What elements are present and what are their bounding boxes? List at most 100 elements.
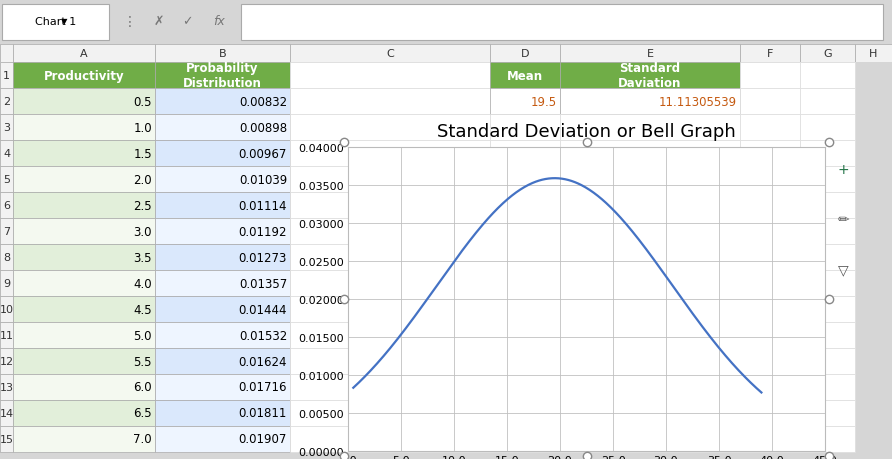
- Bar: [155, 63, 290, 89]
- Bar: [800, 45, 855, 63]
- Bar: [13, 270, 155, 297]
- Text: 13: 13: [0, 382, 13, 392]
- Bar: [13, 322, 155, 348]
- Bar: [13, 245, 155, 270]
- Bar: [0, 141, 13, 167]
- Bar: [800, 400, 855, 426]
- Bar: [13, 45, 155, 63]
- Bar: [290, 167, 490, 193]
- Bar: [155, 45, 290, 63]
- Bar: [490, 297, 560, 322]
- Bar: [740, 63, 800, 89]
- Text: 0.01039: 0.01039: [239, 173, 287, 186]
- Bar: [560, 245, 740, 270]
- Bar: [800, 374, 855, 400]
- Text: ✗: ✗: [153, 15, 164, 28]
- Text: 3.5: 3.5: [134, 251, 152, 264]
- Text: 4.0: 4.0: [134, 277, 152, 290]
- Bar: [0, 297, 13, 322]
- Bar: [0, 348, 13, 374]
- Bar: [155, 426, 290, 452]
- Bar: [0, 167, 13, 193]
- Text: ✓: ✓: [182, 15, 193, 28]
- Bar: [800, 426, 855, 452]
- Bar: [290, 115, 490, 141]
- Text: 0.00967: 0.00967: [239, 147, 287, 160]
- Bar: [560, 193, 740, 218]
- Text: Probability
Distribution: Probability Distribution: [183, 62, 262, 90]
- Text: 0.01444: 0.01444: [238, 303, 287, 316]
- Bar: [560, 426, 740, 452]
- Bar: [2, 5, 109, 40]
- Text: 5.5: 5.5: [134, 355, 152, 368]
- Text: Standard
Daviation: Standard Daviation: [618, 62, 681, 90]
- Text: 15: 15: [0, 434, 13, 444]
- Bar: [560, 89, 740, 115]
- Bar: [800, 348, 855, 374]
- Bar: [490, 348, 560, 374]
- Bar: [155, 270, 290, 297]
- Bar: [290, 270, 490, 297]
- Bar: [0, 322, 13, 348]
- Bar: [740, 348, 800, 374]
- Bar: [560, 141, 740, 167]
- Bar: [290, 193, 490, 218]
- Bar: [800, 89, 855, 115]
- Bar: [560, 45, 740, 63]
- Bar: [241, 5, 883, 40]
- Bar: [0, 400, 13, 426]
- Bar: [800, 218, 855, 245]
- Bar: [13, 167, 155, 193]
- Text: 6.5: 6.5: [134, 407, 152, 420]
- Bar: [740, 218, 800, 245]
- Bar: [560, 115, 740, 141]
- Text: 0.01273: 0.01273: [239, 251, 287, 264]
- Text: 1.5: 1.5: [134, 147, 152, 160]
- Text: ✏: ✏: [838, 213, 849, 226]
- Bar: [0, 270, 13, 297]
- Text: Mean: Mean: [507, 69, 543, 82]
- Text: 4: 4: [3, 149, 10, 159]
- Text: C: C: [386, 49, 394, 59]
- Bar: [490, 167, 560, 193]
- Bar: [740, 374, 800, 400]
- Bar: [560, 63, 740, 89]
- Bar: [560, 270, 740, 297]
- Bar: [0, 218, 13, 245]
- Bar: [155, 245, 290, 270]
- Text: H: H: [870, 49, 878, 59]
- Bar: [800, 322, 855, 348]
- Bar: [13, 141, 155, 167]
- Bar: [490, 426, 560, 452]
- Bar: [13, 426, 155, 452]
- Bar: [490, 141, 560, 167]
- Bar: [740, 297, 800, 322]
- Bar: [560, 297, 740, 322]
- Bar: [0, 374, 13, 400]
- Text: F: F: [767, 49, 773, 59]
- Text: E: E: [647, 49, 654, 59]
- Text: Chart 1: Chart 1: [35, 17, 76, 27]
- Text: 0.01624: 0.01624: [238, 355, 287, 368]
- Text: 19.5: 19.5: [531, 95, 557, 108]
- Bar: [490, 193, 560, 218]
- Bar: [290, 63, 490, 89]
- Bar: [560, 322, 740, 348]
- Bar: [13, 374, 155, 400]
- Bar: [290, 141, 490, 167]
- Bar: [290, 426, 490, 452]
- Text: D: D: [521, 49, 529, 59]
- Bar: [0, 45, 13, 63]
- Bar: [490, 270, 560, 297]
- Bar: [490, 89, 560, 115]
- Bar: [800, 245, 855, 270]
- Text: 2.5: 2.5: [134, 199, 152, 212]
- Bar: [290, 322, 490, 348]
- Text: 0.01192: 0.01192: [238, 225, 287, 238]
- Text: 0.01811: 0.01811: [239, 407, 287, 420]
- Bar: [290, 374, 490, 400]
- Text: 0.01907: 0.01907: [239, 432, 287, 446]
- Bar: [740, 270, 800, 297]
- Text: 3: 3: [3, 123, 10, 133]
- Text: 11.11305539: 11.11305539: [659, 95, 737, 108]
